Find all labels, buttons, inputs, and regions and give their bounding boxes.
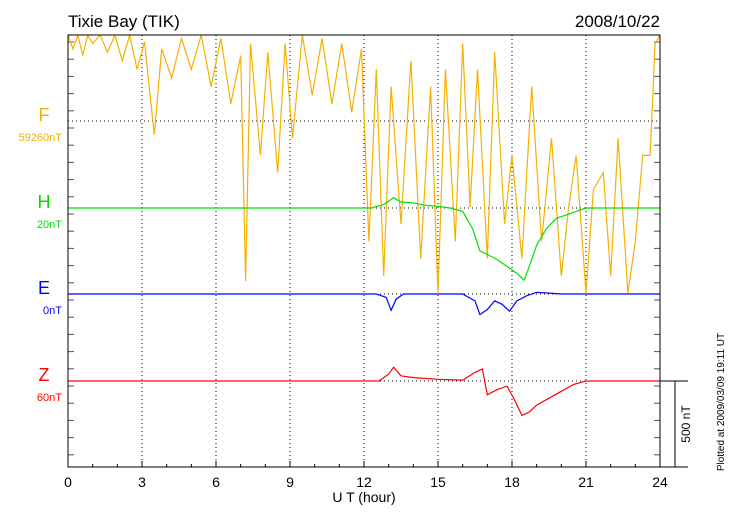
- x-tick-label: 24: [652, 474, 668, 490]
- x-tick-label: 0: [64, 474, 72, 490]
- plot-area: 0 3 6 9 12 15 18 21 24 F 59260nT H 20nT E 0nT Z 60nT: [19, 34, 688, 490]
- chart-title: Tixie Bay (TIK): [68, 12, 180, 31]
- series-E-baseline: 0nT: [43, 305, 62, 317]
- chart-date: 2008/10/22: [575, 12, 660, 31]
- series-H-baseline: 20nT: [37, 219, 62, 231]
- plot-frame: [67, 34, 661, 468]
- x-axis-label: U T (hour): [332, 489, 395, 505]
- x-tick-label: 15: [430, 474, 446, 490]
- x-tick-label: 12: [356, 474, 372, 490]
- series-Z-name: Z: [39, 365, 50, 385]
- x-tick-label: 18: [504, 474, 520, 490]
- series-H-line: [68, 196, 660, 282]
- series-Z-line: [68, 366, 660, 417]
- scale-bar-label: 500 nT: [679, 405, 693, 443]
- x-tick-label: 6: [212, 474, 220, 490]
- plotted-note: Plotted at 2009/03/09 19:11 UT: [716, 333, 727, 471]
- series-E-line: [68, 291, 660, 316]
- series-F-baseline: 59260nT: [19, 132, 63, 144]
- x-tick-label: 3: [138, 474, 146, 490]
- x-tick-label: 21: [578, 474, 594, 490]
- series-F-name: F: [39, 105, 50, 125]
- series-H-name: H: [38, 192, 51, 212]
- series-Z-baseline: 60nT: [37, 392, 62, 404]
- series-E-name: E: [38, 278, 50, 298]
- series-F-line: [68, 35, 660, 294]
- x-tick-label: 9: [286, 474, 294, 490]
